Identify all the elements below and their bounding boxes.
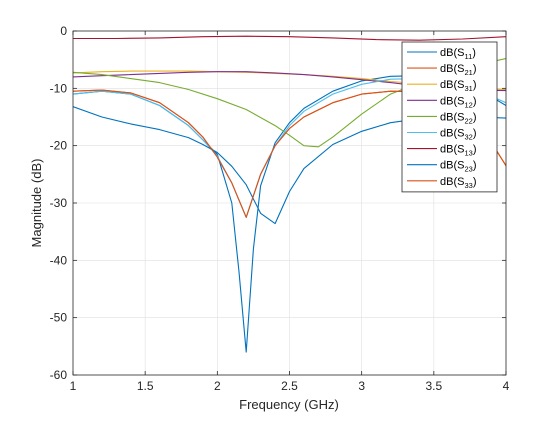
legend: dB(S11)dB(S21)dB(S31)dB(S12)dB(S22)dB(S3… [401, 41, 498, 193]
legend-entry-dbs21: dB(S21) [440, 63, 476, 77]
series-line-dbs13 [73, 35, 506, 41]
legend-text: dB(S [440, 128, 464, 140]
legend-entry-dbs11: dB(S11) [440, 47, 476, 61]
legend-text-close: ) [472, 47, 476, 59]
legend-entry-dbs32: dB(S32) [440, 128, 476, 142]
legend-entry-dbs12: dB(S12) [440, 95, 476, 109]
legend-text: dB(S [440, 176, 464, 188]
legend-text-close: ) [473, 144, 477, 156]
x-tick-label: 1 [70, 379, 77, 393]
legend-subscript: 31 [464, 84, 472, 93]
y-tick-label: -60 [50, 368, 68, 382]
legend-subscript: 22 [464, 116, 472, 125]
y-tick-label: 0 [60, 24, 67, 38]
x-tick-label: 2 [214, 379, 221, 393]
legend-text: dB(S [440, 144, 464, 156]
legend-subscript: 11 [464, 52, 472, 61]
legend-text-close: ) [473, 63, 477, 75]
y-tick-label: -10 [50, 81, 68, 95]
legend-text-close: ) [473, 111, 477, 123]
y-tick-label: -30 [50, 196, 68, 210]
legend-subscript: 33 [464, 181, 472, 190]
x-tick-label: 2.5 [281, 379, 298, 393]
y-tick-label: -50 [50, 311, 68, 325]
x-axis-label: Frequency (GHz) [239, 397, 339, 412]
legend-subscript: 21 [464, 68, 472, 77]
legend-text-close: ) [473, 95, 477, 107]
x-tick-label: 4 [503, 379, 510, 393]
legend-entry-dbs31: dB(S31) [440, 79, 476, 93]
legend-text: dB(S [440, 63, 464, 75]
legend-text-close: ) [473, 79, 477, 91]
legend-entry-dbs23: dB(S23) [440, 160, 476, 174]
legend-text: dB(S [440, 111, 464, 123]
legend-text: dB(S [440, 47, 464, 59]
legend-text: dB(S [440, 95, 464, 107]
y-tick-label: -40 [50, 253, 68, 267]
x-tick-label: 3 [358, 379, 365, 393]
legend-text: dB(S [440, 160, 464, 172]
legend-text: dB(S [440, 79, 464, 91]
legend-subscript: 32 [464, 133, 472, 142]
legend-subscript: 23 [464, 165, 472, 174]
axis-ticks: 1 1.5 2 2.5 3 3.5 4 -60 -50 -40 -30 -20 -10 0 [50, 24, 510, 393]
legend-subscript: 13 [464, 149, 472, 158]
y-axis-label: Magnitude (dB) [29, 159, 44, 248]
legend-entry-dbs13: dB(S13) [440, 144, 476, 158]
legend-entry-dbs22: dB(S22) [440, 111, 476, 125]
legend-text-close: ) [473, 160, 477, 172]
legend-text-close: ) [473, 176, 477, 188]
legend-entry-dbs33: dB(S33) [440, 176, 476, 190]
legend-subscript: 12 [464, 100, 472, 109]
x-tick-label: 3.5 [425, 379, 442, 393]
x-tick-label: 1.5 [137, 379, 154, 393]
legend-text-close: ) [473, 128, 477, 140]
y-tick-label: -20 [50, 139, 68, 153]
